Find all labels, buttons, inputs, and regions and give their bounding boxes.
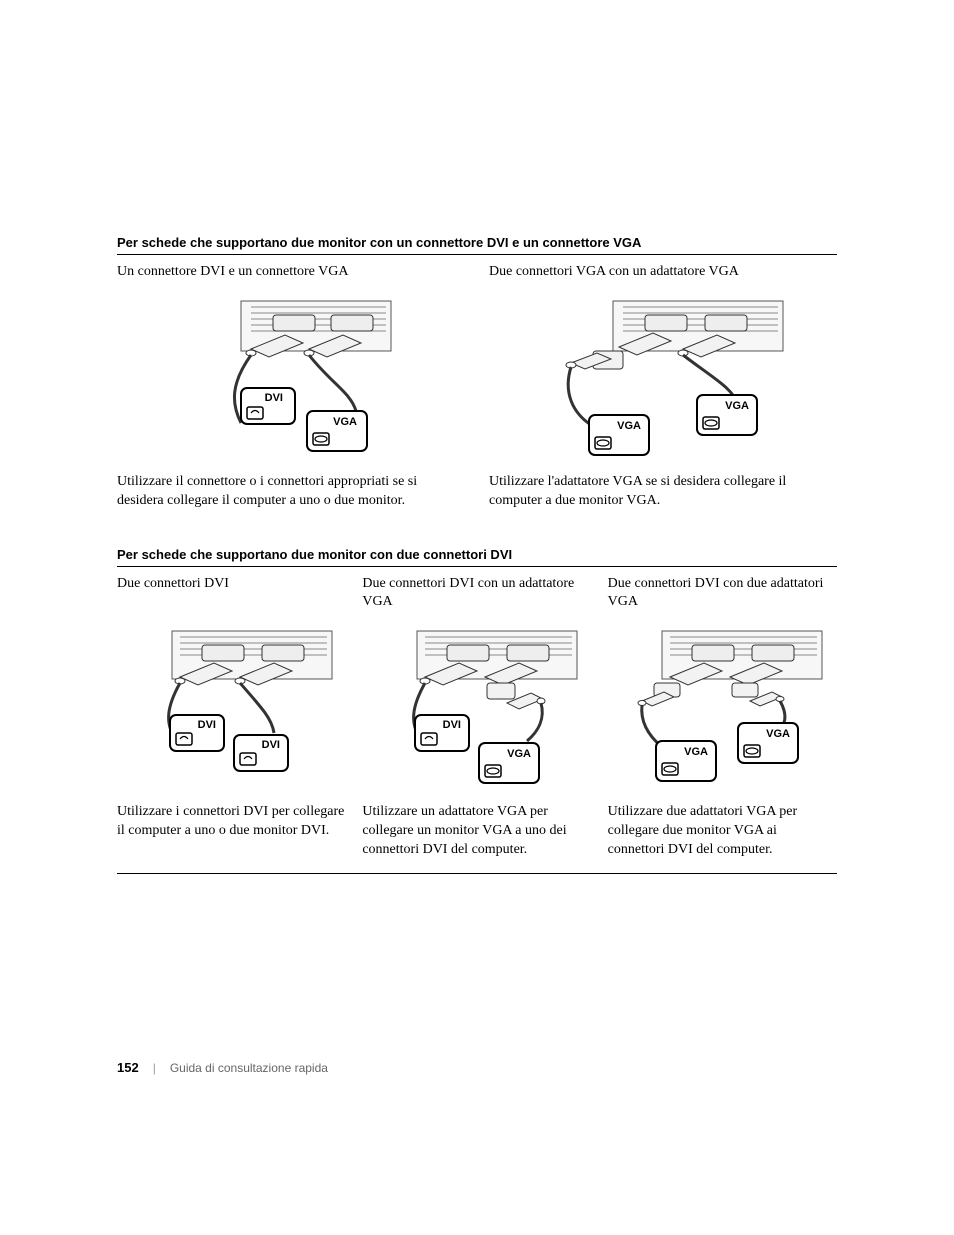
port-label: VGA [684, 746, 708, 758]
section1-col-1: Due connettori VGA con un adattatore VGA [489, 263, 837, 511]
page-footer: 152 | Guida di consultazione rapida [117, 1060, 328, 1075]
section1-row: Un connettore DVI e un connettore VGA [117, 263, 837, 511]
connector-diagram-icon: VGA VGA [533, 293, 793, 463]
port-label: DVI [265, 392, 283, 404]
section2-col-2: Due connettori DVI con due adattatori VG… [608, 575, 837, 860]
section1-col1-title: Due connettori VGA con un adattatore VGA [489, 263, 837, 283]
section1-col1-illustration: VGA VGA [489, 293, 837, 463]
connector-diagram-icon: DVI DVI [122, 623, 342, 793]
section2-header: Per schede che supportano due monitor co… [117, 547, 837, 567]
connector-diagram-icon: VGA VGA [612, 623, 832, 793]
section1-col-0: Un connettore DVI e un connettore VGA [117, 263, 465, 511]
port-label: DVI [197, 719, 215, 731]
section2-row: Due connettori DVI [117, 575, 837, 875]
port-label: VGA [507, 748, 531, 760]
section2-col1-illustration: DVI VGA [362, 623, 591, 793]
port-label: VGA [766, 728, 790, 740]
section2-col2-title: Due connettori DVI con due adattatori VG… [608, 575, 837, 613]
section2-col1-title: Due connettori DVI con un adattatore VGA [362, 575, 591, 613]
section2-col0-caption: Utilizzare i connettori DVI per collegar… [117, 803, 346, 841]
section1-col0-illustration: DVI VGA [117, 293, 465, 463]
port-label: DVI [443, 719, 461, 731]
page-number: 152 [117, 1060, 139, 1075]
page-content: Per schede che supportano due monitor co… [117, 235, 837, 910]
section2-col0-illustration: DVI DVI [117, 623, 346, 793]
section1-col1-caption: Utilizzare l'adattatore VGA se si deside… [489, 473, 837, 511]
section2-col2-illustration: VGA VGA [608, 623, 837, 793]
section1-col0-title: Un connettore DVI e un connettore VGA [117, 263, 465, 283]
section2-col-1: Due connettori DVI con un adattatore VGA [362, 575, 591, 860]
section2-col1-caption: Utilizzare un adattatore VGA per collega… [362, 803, 591, 860]
footer-title: Guida di consultazione rapida [170, 1061, 328, 1075]
section1-col0-caption: Utilizzare il connettore o i connettori … [117, 473, 465, 511]
section2-col-0: Due connettori DVI [117, 575, 346, 860]
connector-diagram-icon: DVI VGA [367, 623, 587, 793]
port-label: VGA [333, 416, 357, 428]
section2-col2-caption: Utilizzare due adattatori VGA per colleg… [608, 803, 837, 860]
port-label: DVI [261, 739, 279, 751]
port-label: VGA [725, 400, 749, 412]
port-label: VGA [617, 420, 641, 432]
footer-separator: | [153, 1061, 156, 1075]
section1-header: Per schede che supportano due monitor co… [117, 235, 837, 255]
section2-col0-title: Due connettori DVI [117, 575, 346, 613]
connector-diagram-icon: DVI VGA [181, 293, 401, 463]
